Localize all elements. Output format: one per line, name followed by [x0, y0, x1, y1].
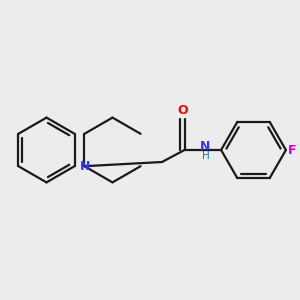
Text: N: N: [200, 140, 211, 153]
Text: O: O: [178, 104, 188, 117]
Text: N: N: [80, 160, 90, 173]
Text: H: H: [202, 151, 209, 161]
Text: F: F: [288, 143, 297, 157]
